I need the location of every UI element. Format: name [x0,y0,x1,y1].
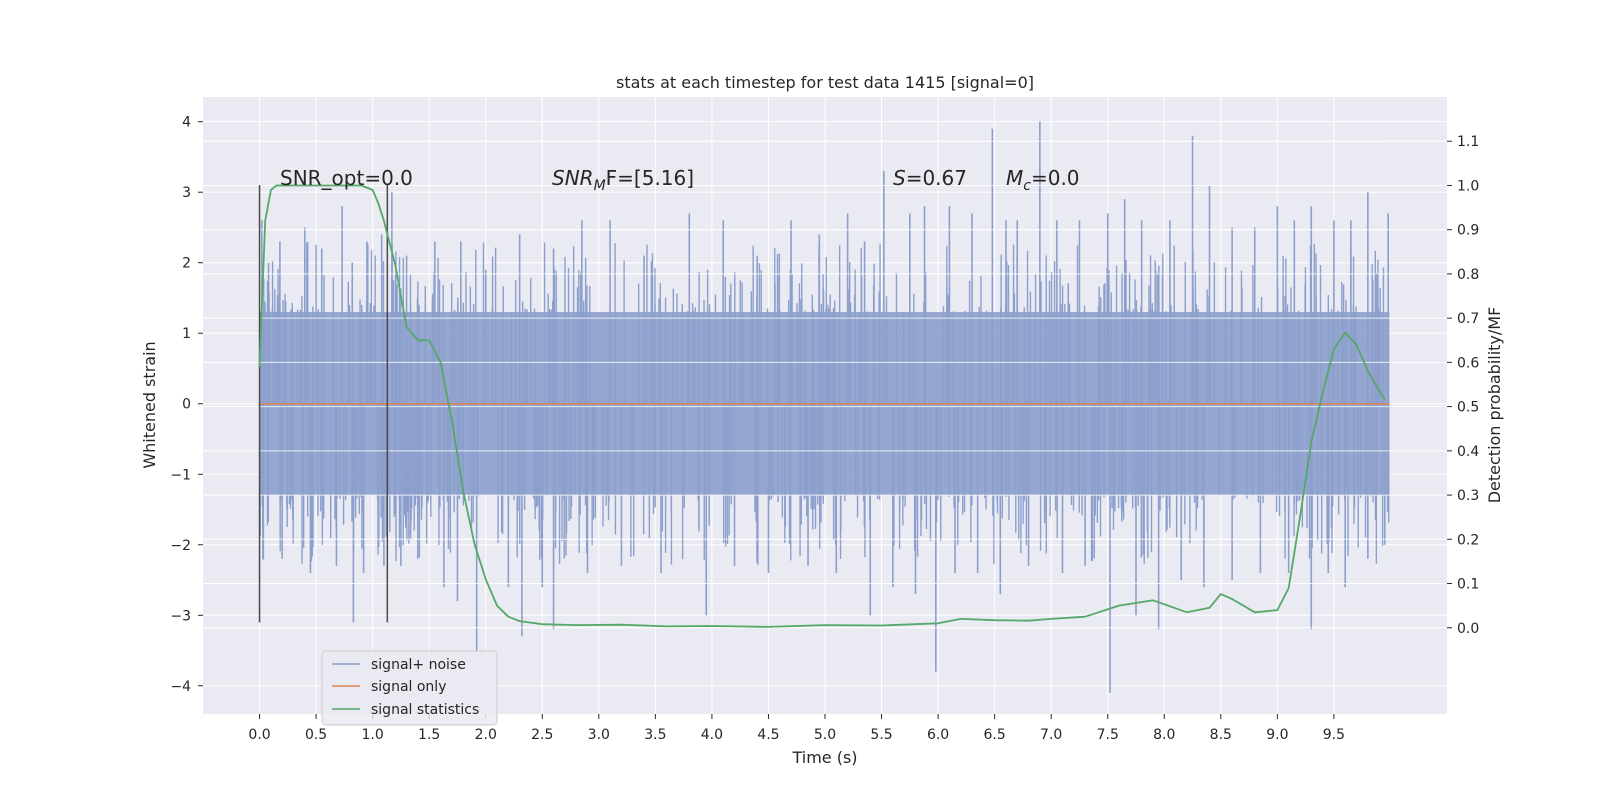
right-y-tick-label: 0.2 [1457,532,1479,548]
right-y-tick-label: 0.7 [1457,311,1479,327]
annotation-mc: Mc=0.0 [1006,166,1080,194]
left-y-tick-labels: 4 3 2 1 0 −1 −2 −3 −4 [170,115,203,695]
left-y-tick-label: 2 [182,256,191,272]
left-y-tick-label: 1 [182,326,191,342]
left-y-tick-label: −1 [170,467,191,483]
left-y-tick-label: −4 [170,679,191,695]
x-axis-label: Time (s) [791,748,857,767]
left-y-axis-label: Whitened strain [140,341,159,468]
annotation-snr-opt: SNR_opt=0.0 [280,166,413,190]
x-tick-label: 8.5 [1210,727,1232,743]
x-tick-label: 4.5 [757,727,779,743]
x-tick-label: 2.5 [531,727,553,743]
right-y-tick-labels: 1.1 1.0 0.9 0.8 0.7 0.6 0.5 0.4 0.3 0.2 0.1 0.0 [1447,134,1479,637]
right-y-tick-label: 0.4 [1457,444,1479,460]
x-tick-label: 1.5 [418,727,440,743]
x-tick-label: 3.0 [588,727,610,743]
legend-label-signal-only: signal only [371,679,446,695]
x-tick-label: 3.5 [644,727,666,743]
right-y-tick-label: 0.9 [1457,223,1479,239]
right-y-tick-label: 0.6 [1457,355,1479,371]
x-tick-label: 0.0 [248,727,270,743]
x-tick-label: 9.0 [1266,727,1288,743]
chart-title: stats at each timestep for test data 141… [616,73,1034,92]
right-y-tick-label: 1.0 [1457,178,1479,194]
x-tick-label: 1.0 [362,727,384,743]
x-tick-label: 6.0 [927,727,949,743]
right-y-axis-label: Detection probability/MF [1485,307,1504,504]
x-tick-label: 6.5 [984,727,1006,743]
annotation-snr-mf: SNRMF=[5.16] [552,166,694,194]
right-y-tick-label: 0.0 [1457,621,1479,637]
legend-label-signal-statistics: signal statistics [371,702,479,718]
x-tick-labels: 0.0 0.5 1.0 1.5 2.0 2.5 3.0 3.5 4.0 4.5 5.0 5.5 6.0 6… [248,714,1345,743]
left-y-tick-label: −2 [170,538,191,554]
x-tick-label: 7.0 [1040,727,1062,743]
x-tick-label: 7.5 [1097,727,1119,743]
x-tick-label: 5.5 [870,727,892,743]
right-y-tick-label: 0.3 [1457,488,1479,504]
vertical-markers [258,185,389,623]
legend: signal+ noise signal only signal statist… [321,650,498,726]
right-y-tick-label: 0.5 [1457,400,1479,416]
left-y-tick-label: 3 [182,185,191,201]
legend-box [321,650,498,726]
signal-statistics-line [258,184,1386,628]
x-tick-label: 0.5 [305,727,327,743]
right-y-tick-label: 0.8 [1457,267,1479,283]
x-tick-label: 2.0 [475,727,497,743]
left-y-tick-label: 0 [182,397,191,413]
x-tick-label: 8.0 [1153,727,1175,743]
left-y-tick-label: 4 [182,115,191,131]
left-y-tick-label: −3 [170,608,191,624]
annotation-s: S=0.67 [893,166,967,190]
x-tick-label: 4.0 [701,727,723,743]
x-tick-label: 5.0 [814,727,836,743]
right-y-tick-label: 0.1 [1457,577,1479,593]
right-y-tick-label: 1.1 [1457,134,1479,150]
x-tick-label: 9.5 [1323,727,1345,743]
series-signal-statistics [258,184,1386,628]
legend-label-signal-noise: signal+ noise [371,657,466,673]
